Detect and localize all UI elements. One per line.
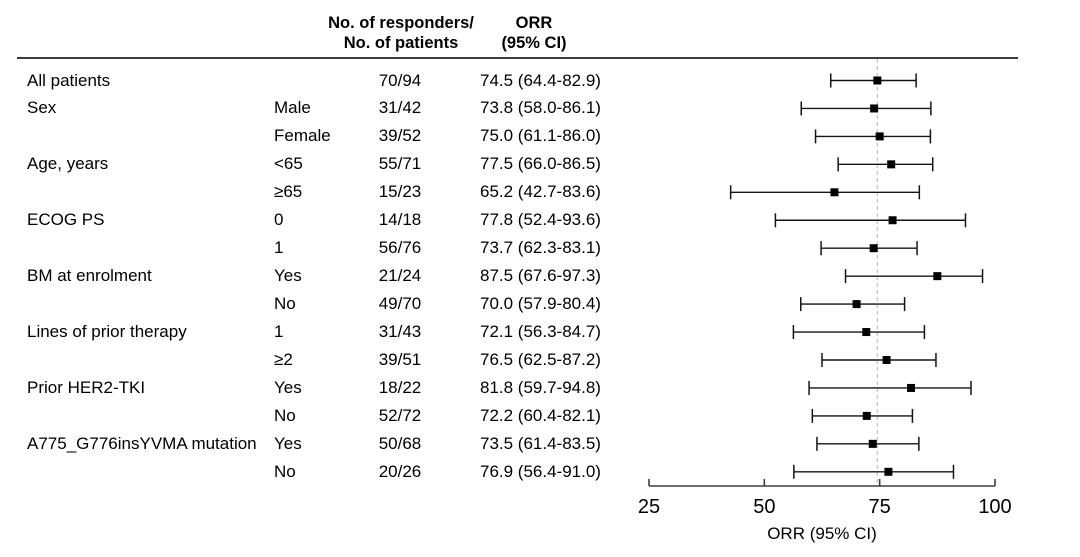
orr-ci-value: 70.0 (57.9-80.4) — [480, 294, 601, 314]
orr-ci-value: 76.5 (62.5-87.2) — [480, 350, 601, 369]
column-header-responders-line2: No. of patients — [343, 33, 459, 52]
x-axis-tick-label: 75 — [869, 496, 891, 518]
responders-count: 15/23 — [378, 182, 422, 202]
table-row: BM at enrolment Yes 21/24 87.5 (67.6-97.3) — [0, 265, 640, 287]
subgroup-label: No — [274, 294, 296, 314]
table-row: No 49/70 70.0 (57.9-80.4) — [0, 293, 640, 315]
responders-count: 56/76 — [378, 238, 422, 258]
point-estimate-marker — [875, 132, 884, 141]
table-row: All patients 70/94 74.5 (64.4-82.9) — [0, 70, 640, 92]
x-axis-tick-label: 50 — [753, 496, 775, 518]
subgroup-label: Male — [274, 98, 311, 118]
orr-ci-value: 74.5 (64.4-82.9) — [480, 70, 601, 90]
responders-count: 20/26 — [378, 461, 422, 481]
responders-count: 50/68 — [378, 433, 422, 453]
x-axis-title: ORR (95% CI) — [767, 524, 877, 543]
orr-ci-value: 72.1 (56.3-84.7) — [480, 322, 601, 342]
table-row: A775_G776insYVMA mutation Yes 50/68 73.5 (6… — [0, 433, 640, 455]
table-row: ECOG PS 0 14/18 77.8 (52.4-93.6) — [0, 209, 640, 231]
category-label: Lines of prior therapy — [27, 322, 187, 342]
subgroup-label: Female — [274, 126, 331, 146]
responders-count: 39/51 — [378, 350, 422, 369]
subgroup-label: Yes — [274, 433, 302, 453]
column-header-orr-line2: (95% CI) — [501, 33, 567, 52]
table-row: No 20/26 76.9 (56.4-91.0) — [0, 461, 640, 483]
responders-count: 55/71 — [378, 154, 422, 174]
subgroup-label: 1 — [274, 238, 284, 258]
orr-ci-value: 65.2 (42.7-83.6) — [480, 182, 601, 202]
orr-ci-value: 87.5 (67.6-97.3) — [480, 266, 601, 286]
responders-count: 52/72 — [378, 405, 422, 425]
column-header-orr: ORR (95% CI) — [474, 14, 594, 53]
table-row: Lines of prior therapy 1 31/43 72.1 (56.3-8… — [0, 321, 640, 343]
orr-ci-value: 73.5 (61.4-83.5) — [480, 433, 601, 453]
point-estimate-marker — [882, 356, 891, 364]
point-estimate-marker — [887, 160, 896, 169]
responders-count: 70/94 — [378, 70, 422, 90]
responders-count: 39/52 — [378, 126, 422, 146]
table-row: Sex Male 31/42 73.8 (58.0-86.1) — [0, 97, 640, 119]
responders-count: 31/43 — [378, 322, 422, 342]
category-label: ECOG PS — [27, 210, 105, 230]
orr-ci-value: 75.0 (61.1-86.0) — [480, 126, 601, 146]
subgroup-label: ≥2 — [274, 350, 293, 369]
category-label: A775_G776insYVMA mutation — [27, 433, 257, 453]
point-estimate-marker — [868, 439, 877, 448]
table-row: No 52/72 72.2 (60.4-82.1) — [0, 405, 640, 427]
category-label: BM at enrolment — [27, 266, 152, 286]
category-label: Sex — [27, 98, 57, 118]
subgroup-label: No — [274, 461, 296, 481]
point-estimate-marker — [862, 328, 871, 337]
orr-ci-value: 81.8 (59.7-94.8) — [480, 377, 601, 397]
column-header-responders-line1: No. of responders/ — [328, 14, 474, 32]
x-axis-tick-label: 100 — [978, 496, 1011, 518]
point-estimate-marker — [870, 104, 879, 113]
responders-count: 14/18 — [378, 210, 422, 230]
point-estimate-marker — [888, 216, 897, 225]
category-label: Prior HER2-TKI — [27, 377, 146, 397]
column-header-responders: No. of responders/ No. of patients — [286, 14, 516, 53]
header-rule — [17, 57, 1018, 59]
point-estimate-marker — [869, 244, 878, 253]
table-row: ≥2 39/51 76.5 (62.5-87.2) — [0, 349, 640, 371]
table-row: Prior HER2-TKI Yes 18/22 81.8 (59.7-94.8) — [0, 377, 640, 399]
point-estimate-marker — [852, 300, 861, 309]
point-estimate-marker — [830, 188, 839, 197]
responders-count: 49/70 — [378, 294, 422, 314]
point-estimate-marker — [873, 76, 882, 85]
subgroup-label: 1 — [274, 322, 284, 342]
orr-ci-value: 73.8 (58.0-86.1) — [480, 98, 601, 118]
orr-ci-value: 72.2 (60.4-82.1) — [480, 405, 601, 425]
orr-ci-value: 77.8 (52.4-93.6) — [480, 210, 601, 230]
orr-ci-value: 77.5 (66.0-86.5) — [480, 154, 601, 174]
orr-ci-value: 73.7 (62.3-83.1) — [480, 238, 601, 258]
subgroup-label: Yes — [274, 266, 302, 286]
table-row: 1 56/76 73.7 (62.3-83.1) — [0, 237, 640, 259]
category-label: Age, years — [27, 154, 109, 174]
category-label: All patients — [27, 70, 111, 90]
column-header-orr-line1: ORR — [515, 14, 553, 32]
point-estimate-marker — [933, 272, 942, 281]
table-row: Age, years <65 55/71 77.5 (66.0-86.5) — [0, 153, 640, 175]
table-row: Female 39/52 75.0 (61.1-86.0) — [0, 125, 640, 147]
subgroup-label: ≥65 — [274, 182, 303, 202]
subgroup-label: Yes — [274, 377, 302, 397]
subgroup-label: 0 — [274, 210, 284, 230]
responders-count: 21/24 — [378, 266, 422, 286]
responders-count: 31/42 — [378, 98, 422, 118]
point-estimate-marker — [907, 383, 916, 392]
subgroup-label: No — [274, 405, 296, 425]
orr-ci-value: 76.9 (56.4-91.0) — [480, 461, 601, 481]
responders-count: 18/22 — [378, 377, 422, 397]
point-estimate-marker — [884, 467, 893, 476]
point-estimate-marker — [862, 411, 871, 420]
table-row: ≥65 15/23 65.2 (42.7-83.6) — [0, 181, 640, 203]
x-axis-tick-label: 25 — [638, 496, 660, 518]
subgroup-label: <65 — [274, 154, 303, 174]
